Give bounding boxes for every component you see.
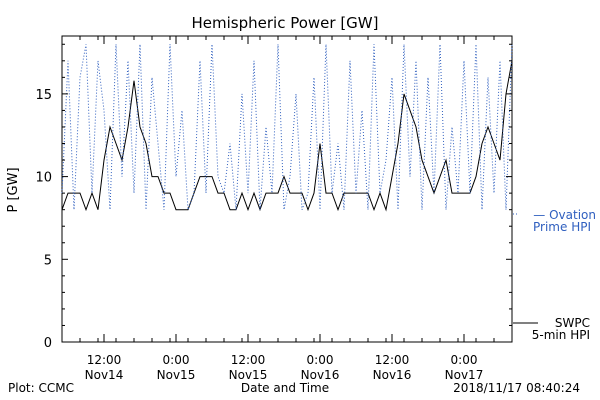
legend-ovation-label-line2: Prime HPI xyxy=(533,220,591,234)
x-tick-label-date: Nov15 xyxy=(157,368,196,382)
x-tick-label-time: 12:00 xyxy=(87,353,122,367)
x-tick-label-time: 0:00 xyxy=(451,353,478,367)
x-axis-label: Date and Time xyxy=(241,381,329,395)
y-axis-label: P [GW] xyxy=(6,167,21,212)
series-ovation-line xyxy=(61,44,513,210)
axis-ticks: 05101512:00Nov140:00Nov1512:00Nov150:00N… xyxy=(35,36,513,382)
series-swpc-line xyxy=(61,60,513,212)
x-tick-label-time: 0:00 xyxy=(163,353,190,367)
x-tick-label-date: Nov16 xyxy=(301,368,340,382)
x-tick-label-date: Nov15 xyxy=(229,368,268,382)
y-tick-label: 15 xyxy=(35,88,52,103)
y-tick-label: 0 xyxy=(44,336,52,351)
legend-ovation-label: — Ovation xyxy=(533,208,596,222)
plot-timestamp: 2018/11/17 08:40:24 xyxy=(453,381,580,395)
x-tick-label-time: 12:00 xyxy=(375,353,410,367)
legend-swpc-label: SWPC xyxy=(555,316,590,330)
x-tick-label-date: Nov17 xyxy=(445,368,484,382)
x-tick-label-date: Nov14 xyxy=(85,368,124,382)
x-tick-label-time: 12:00 xyxy=(231,353,266,367)
plot-series-layer xyxy=(61,44,513,212)
y-tick-label: 10 xyxy=(35,171,52,186)
plot-credit: Plot: CCMC xyxy=(8,381,74,395)
x-tick-label-time: 0:00 xyxy=(307,353,334,367)
chart-title: Hemispheric Power [GW] xyxy=(192,14,379,32)
x-tick-label-date: Nov16 xyxy=(373,368,412,382)
y-tick-label: 5 xyxy=(44,253,52,268)
plot-frame xyxy=(61,35,513,343)
legend-swpc-label-line2: 5-min HPI xyxy=(532,328,590,342)
plot-axes xyxy=(61,35,513,343)
